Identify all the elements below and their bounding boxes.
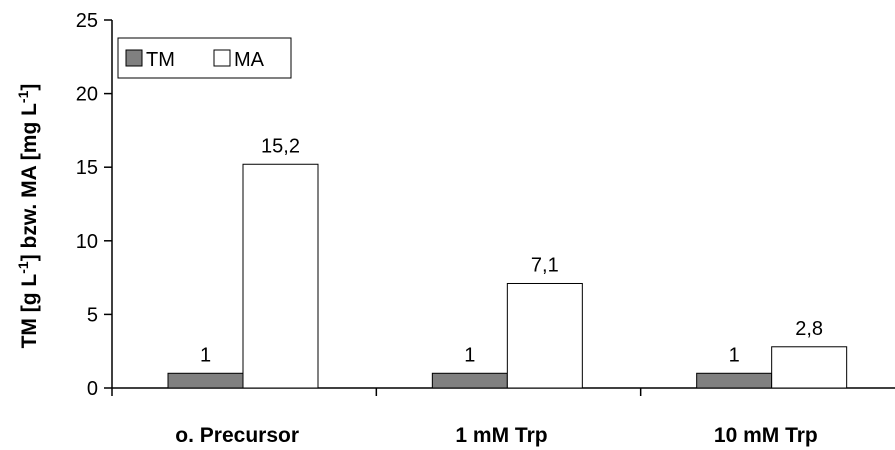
data-label-ma-2: 2,8 (795, 318, 823, 340)
data-label-ma-1: 7,1 (531, 254, 559, 276)
data-label-tm-1: 1 (464, 344, 475, 366)
category-labels: o. Precursor 1 mM Trp 10 mM Trp (175, 424, 817, 447)
category-label-1: 1 mM Trp (455, 424, 547, 447)
data-labels: 1 15,2 1 7,1 1 2,8 (200, 135, 823, 366)
legend: TM MA (117, 37, 292, 79)
data-label-ma-0: 15,2 (261, 135, 300, 157)
y-tick-label-20: 20 (76, 84, 98, 106)
legend-label-tm: TM (146, 49, 175, 71)
legend-swatch-tm (125, 49, 143, 67)
y-axis-label: TM [g L-1] bzw. MA [mg L-1] (15, 84, 41, 349)
bar-ma-1 (506, 282, 583, 389)
bars (167, 163, 848, 389)
legend-swatch-ma (213, 49, 231, 67)
y-tick-label-25: 25 (76, 10, 98, 32)
bar-ma-0 (242, 163, 319, 389)
bar-tm-1 (431, 372, 508, 389)
y-tick-label-15: 15 (76, 157, 98, 179)
y-tick-label-0: 0 (87, 378, 98, 400)
data-label-tm-2: 1 (729, 344, 740, 366)
bar-tm-2 (696, 372, 773, 389)
y-tick-label-5: 5 (87, 304, 98, 326)
data-label-tm-0: 1 (200, 344, 211, 366)
bar-ma-2 (771, 346, 848, 389)
legend-box (117, 37, 292, 79)
y-axis: 0 5 10 15 20 25 (76, 10, 113, 400)
category-label-0: o. Precursor (175, 424, 299, 447)
category-label-2: 10 mM Trp (714, 424, 818, 447)
y-tick-label-10: 10 (76, 231, 98, 253)
bar-tm-0 (167, 372, 244, 389)
legend-label-ma: MA (234, 49, 265, 71)
x-axis (111, 387, 895, 396)
